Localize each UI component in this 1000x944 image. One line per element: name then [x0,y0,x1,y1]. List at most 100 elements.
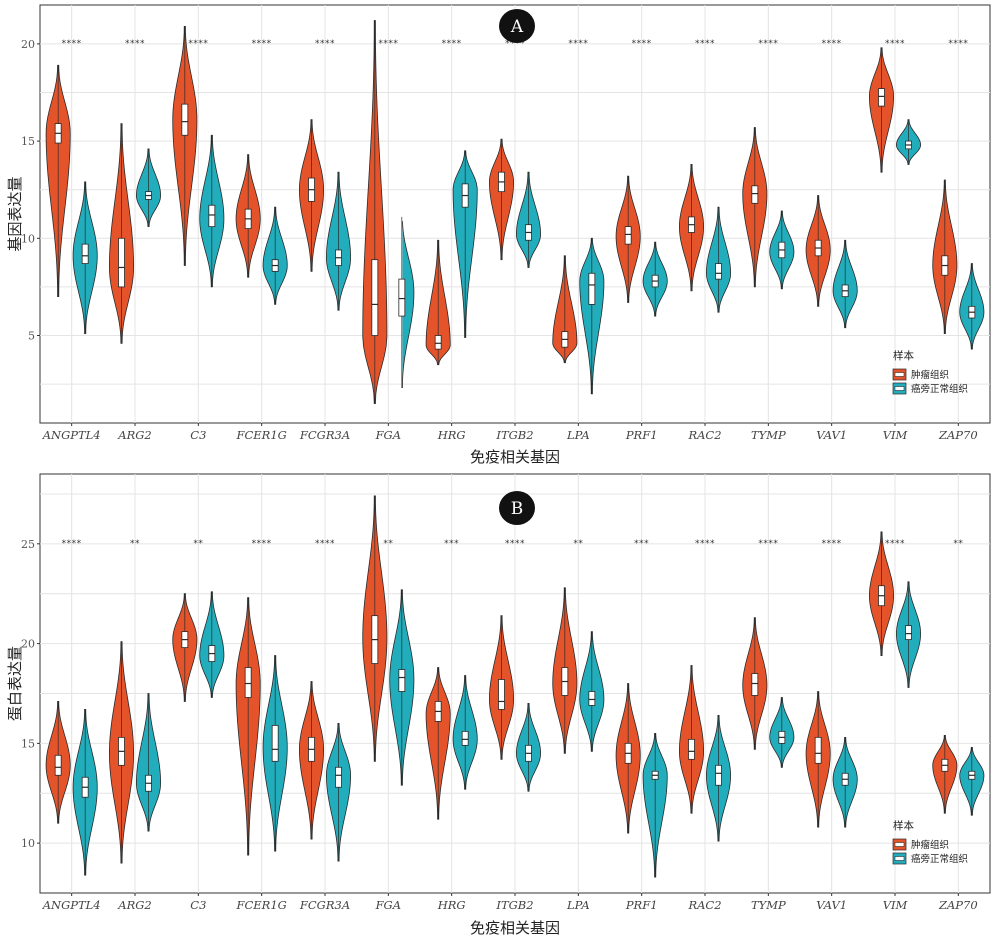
x-tick-label: TYMP [751,898,786,912]
significance-label: **** [505,539,525,549]
significance-label: **** [822,539,842,549]
violin-group [489,615,514,760]
x-tick-label: HRG [437,428,466,442]
x-tick-label: ITGB2 [495,428,533,442]
violin-group [615,175,641,303]
box [398,669,406,692]
violin-group [769,697,795,768]
y-axis-title: 基因表达量 [6,176,24,251]
legend-key-normal [892,382,907,395]
box [244,667,252,698]
violin-group [832,736,858,828]
x-tick-label: C3 [190,428,206,442]
violin-group [642,732,668,878]
violin-group [299,119,324,272]
significance-label: **** [885,539,905,549]
box [588,272,596,305]
violin-group [72,709,98,876]
significance-label: *** [634,539,649,549]
legend-key-tumor [892,838,907,851]
legend-label: 肿瘤组织 [911,369,949,381]
violin-group [805,691,831,828]
significance-label: **** [505,39,525,49]
significance-label: **** [252,539,272,549]
violin-group [959,746,985,816]
x-tick-label: TYMP [751,428,786,442]
x-tick-label: VAV1 [816,428,847,442]
legend-box-glyph [894,856,905,861]
y-tick-label: 10 [21,837,35,850]
y-tick-label: 5 [28,330,35,343]
significance-label: **** [632,39,652,49]
violin-group [298,681,325,840]
violin-group [516,703,541,792]
legend-label: 癌旁正常组织 [911,383,968,395]
x-tick-label: LPA [566,898,590,912]
violin-group [769,210,795,290]
significance-label: **** [695,39,715,49]
box [461,730,469,746]
significance-label: **** [568,39,588,49]
significance-label: **** [188,39,208,49]
legend-label: 肿瘤组织 [911,839,949,851]
legend-title: 样本 [893,819,914,832]
significance-label: **** [442,39,462,49]
significance-label: **** [125,39,145,49]
violin-group [678,665,705,814]
x-tick-label: FCGR3A [299,898,350,912]
box [751,185,759,204]
significance-label: ** [193,539,203,549]
x-axis-title: 免疫相关基因 [470,448,560,466]
violin-group [398,216,415,389]
violin-group [45,701,71,824]
box [371,259,379,336]
x-tick-label: FGA [375,428,401,442]
x-tick-label: ZAP70 [938,428,978,442]
box [688,738,695,760]
significance-label: **** [758,39,778,49]
violin-group [389,589,415,786]
violin-group [489,138,514,261]
violin-group [362,20,388,404]
panel-label: B [511,499,524,519]
series-tumor [45,495,958,864]
y-axis-title: 蛋白表达量 [6,646,24,721]
box [335,766,342,788]
x-tick-label: VIM [883,428,909,442]
box [54,754,62,776]
x-tick-label: FCGR3A [299,428,350,442]
significance-label: ** [953,539,963,549]
violin-group [932,734,958,814]
violin-group [705,715,732,842]
panel-badge [499,9,535,43]
y-tick-label: 15 [21,737,35,750]
violin-group [452,675,478,790]
violin-group [172,25,198,266]
significance-label: **** [822,39,842,49]
y-tick-label: 20 [21,38,35,51]
x-tick-label: PRF1 [625,428,658,442]
violin-group [199,134,225,288]
box [715,764,722,786]
series-normal [72,119,985,395]
legend-title: 样本 [893,349,914,362]
significance-label: *** [444,539,459,549]
y-tick-label: 25 [21,538,35,551]
significance-label: **** [885,39,905,49]
gridlines [40,474,990,893]
significance-label: **** [252,39,272,49]
box [498,679,505,710]
significance-label: **** [315,39,335,49]
violin-group [108,123,135,344]
legend-box-glyph [894,372,905,377]
significance-label: **** [695,539,715,549]
violin-group [742,617,768,750]
legend-box-glyph [894,386,905,391]
y-tick-label: 20 [21,638,35,651]
box [814,736,822,764]
violin-group [108,641,135,864]
violin-group [579,237,605,395]
legend-box-glyph [894,842,905,847]
